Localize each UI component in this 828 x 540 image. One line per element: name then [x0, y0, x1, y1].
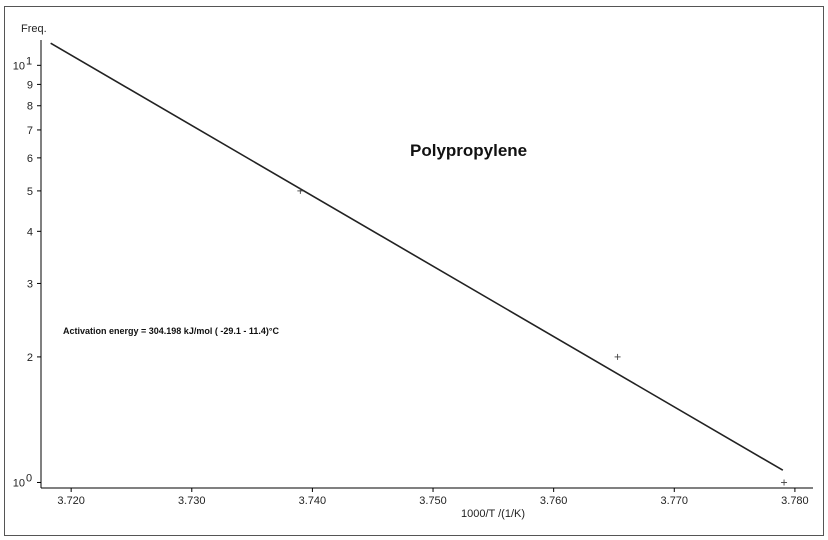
x-tick-label: 3.730	[178, 495, 206, 507]
y-tick-label: 6	[27, 153, 33, 165]
y-tick-label: 10	[13, 60, 25, 72]
y-tick-exponent: 0	[26, 472, 32, 484]
chart-frame	[4, 6, 824, 536]
y-tick-label: 2	[27, 352, 33, 364]
data-point-marker	[297, 187, 304, 194]
x-tick-label: 3.770	[661, 495, 689, 507]
y-tick-label: 10	[13, 477, 25, 489]
y-tick-label: 8	[27, 101, 33, 113]
y-tick-label: 7	[27, 125, 33, 137]
activation-energy-annotation: Activation energy = 304.198 kJ/mol ( -29…	[63, 326, 279, 336]
data-point-marker	[614, 353, 621, 360]
y-tick-exponent: 1	[26, 55, 32, 67]
series-layer	[50, 42, 788, 486]
y-tick-label: 5	[27, 186, 33, 198]
x-ticks: 3.720 3.730 3.740 3.750 3.760 3.770 3.780	[57, 488, 809, 507]
y-tick-label: 4	[27, 226, 33, 238]
x-tick-label: 3.750	[419, 495, 447, 507]
x-tick-label: 3.740	[299, 495, 327, 507]
x-axis-title: 1000/T /(1/K)	[461, 508, 525, 520]
chart-title: Polypropylene	[410, 141, 527, 160]
data-point-marker	[781, 479, 788, 486]
x-tick-label: 3.760	[540, 495, 568, 507]
x-tick-label: 3.780	[781, 495, 809, 507]
y-axis-title: Freq.	[21, 23, 47, 35]
y-tick-label: 3	[27, 278, 33, 290]
fit-line	[50, 42, 784, 471]
x-tick-label: 3.720	[57, 495, 85, 507]
y-tick-label: 9	[27, 79, 33, 91]
